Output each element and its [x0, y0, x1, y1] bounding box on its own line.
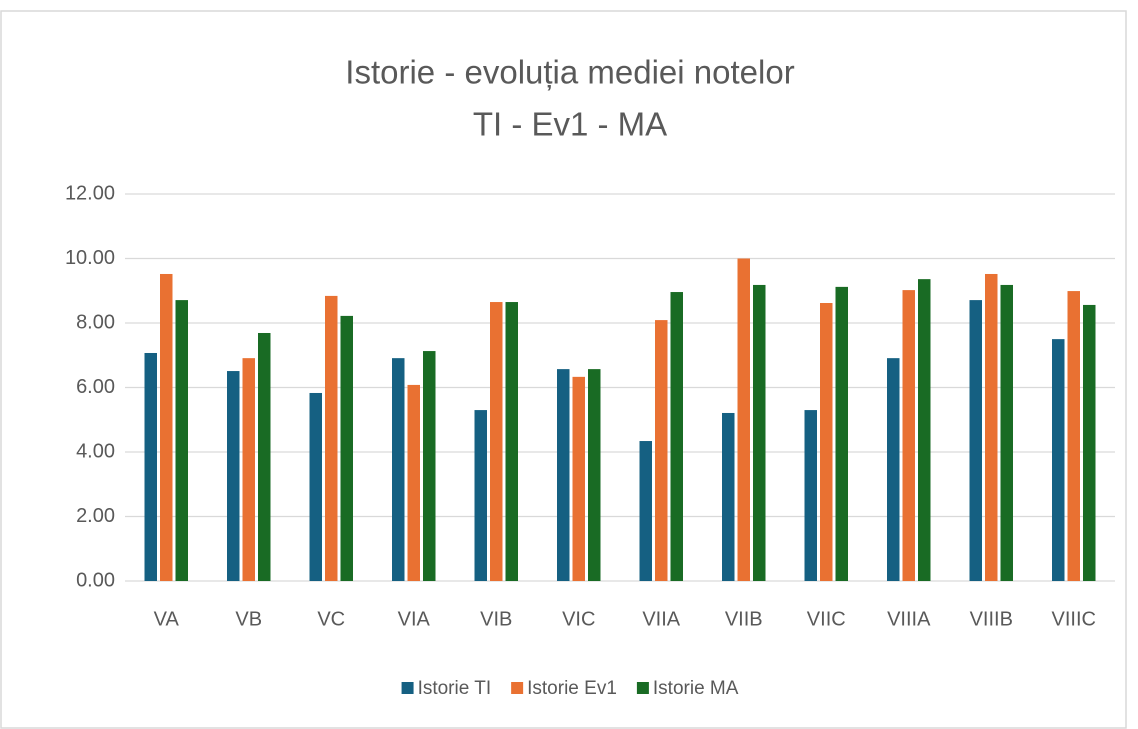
- legend-swatch: [636, 682, 649, 694]
- y-tick-label: 6.00: [76, 376, 115, 398]
- bar: [572, 376, 585, 581]
- bar: [1067, 291, 1080, 581]
- bar: [407, 384, 420, 581]
- bar: [325, 295, 338, 581]
- bar: [242, 358, 255, 581]
- bar: [985, 273, 998, 581]
- bar: [1083, 304, 1096, 581]
- bar: [1052, 339, 1065, 581]
- bar: [737, 258, 750, 581]
- bar: [258, 332, 271, 581]
- x-tick-label: VC: [317, 608, 345, 630]
- bar: [835, 286, 848, 581]
- bar: [655, 320, 668, 581]
- bar: [227, 371, 240, 581]
- bar: [423, 351, 436, 581]
- legend-swatch: [511, 682, 524, 694]
- bar: [505, 302, 518, 581]
- bar: [474, 410, 487, 581]
- bar: [722, 412, 735, 581]
- bar: [588, 369, 601, 581]
- bar: [902, 290, 915, 581]
- bar: [144, 352, 157, 581]
- bar: [160, 273, 173, 581]
- bar: [309, 392, 322, 581]
- x-tick-label: VIIC: [807, 608, 846, 630]
- bar: [392, 358, 405, 581]
- bar: [918, 279, 931, 581]
- bar: [490, 302, 503, 581]
- y-tick-label: 8.00: [76, 311, 115, 333]
- y-tick-label: 4.00: [76, 440, 115, 462]
- x-tick-label: VB: [235, 608, 262, 630]
- legend-label: Istorie TI: [418, 678, 492, 699]
- x-tick-label: VIA: [398, 608, 431, 630]
- bar: [887, 358, 900, 581]
- y-tick-label: 10.00: [65, 247, 115, 269]
- x-tick-label: VA: [154, 608, 180, 630]
- chart-subtitle: TI - Ev1 - MA: [473, 106, 667, 143]
- bar: [175, 300, 188, 581]
- bar: [557, 369, 570, 581]
- bar: [340, 315, 353, 581]
- bar: [639, 441, 652, 581]
- x-tick-label: VIIIB: [970, 608, 1013, 630]
- legend-label: Istorie MA: [653, 678, 739, 699]
- bar: [969, 300, 982, 581]
- y-tick-label: 2.00: [76, 505, 115, 527]
- bar: [1000, 284, 1013, 581]
- bar: [670, 292, 683, 581]
- x-tick-label: VIIIA: [887, 608, 931, 630]
- chart-title: Istorie - evoluția mediei notelor: [345, 54, 794, 91]
- legend-swatch: [401, 682, 414, 694]
- x-tick-label: VIB: [480, 608, 512, 630]
- legend-label: Istorie Ev1: [527, 678, 617, 699]
- x-tick-label: VIIIC: [1052, 608, 1096, 630]
- x-tick-label: VIIB: [725, 608, 763, 630]
- y-tick-label: 12.00: [65, 182, 115, 204]
- x-tick-label: VIC: [562, 608, 595, 630]
- bar: [804, 410, 817, 581]
- x-tick-label: VIIA: [642, 608, 680, 630]
- y-tick-label: 0.00: [76, 569, 115, 591]
- bar: [753, 284, 766, 581]
- bar: [820, 303, 833, 581]
